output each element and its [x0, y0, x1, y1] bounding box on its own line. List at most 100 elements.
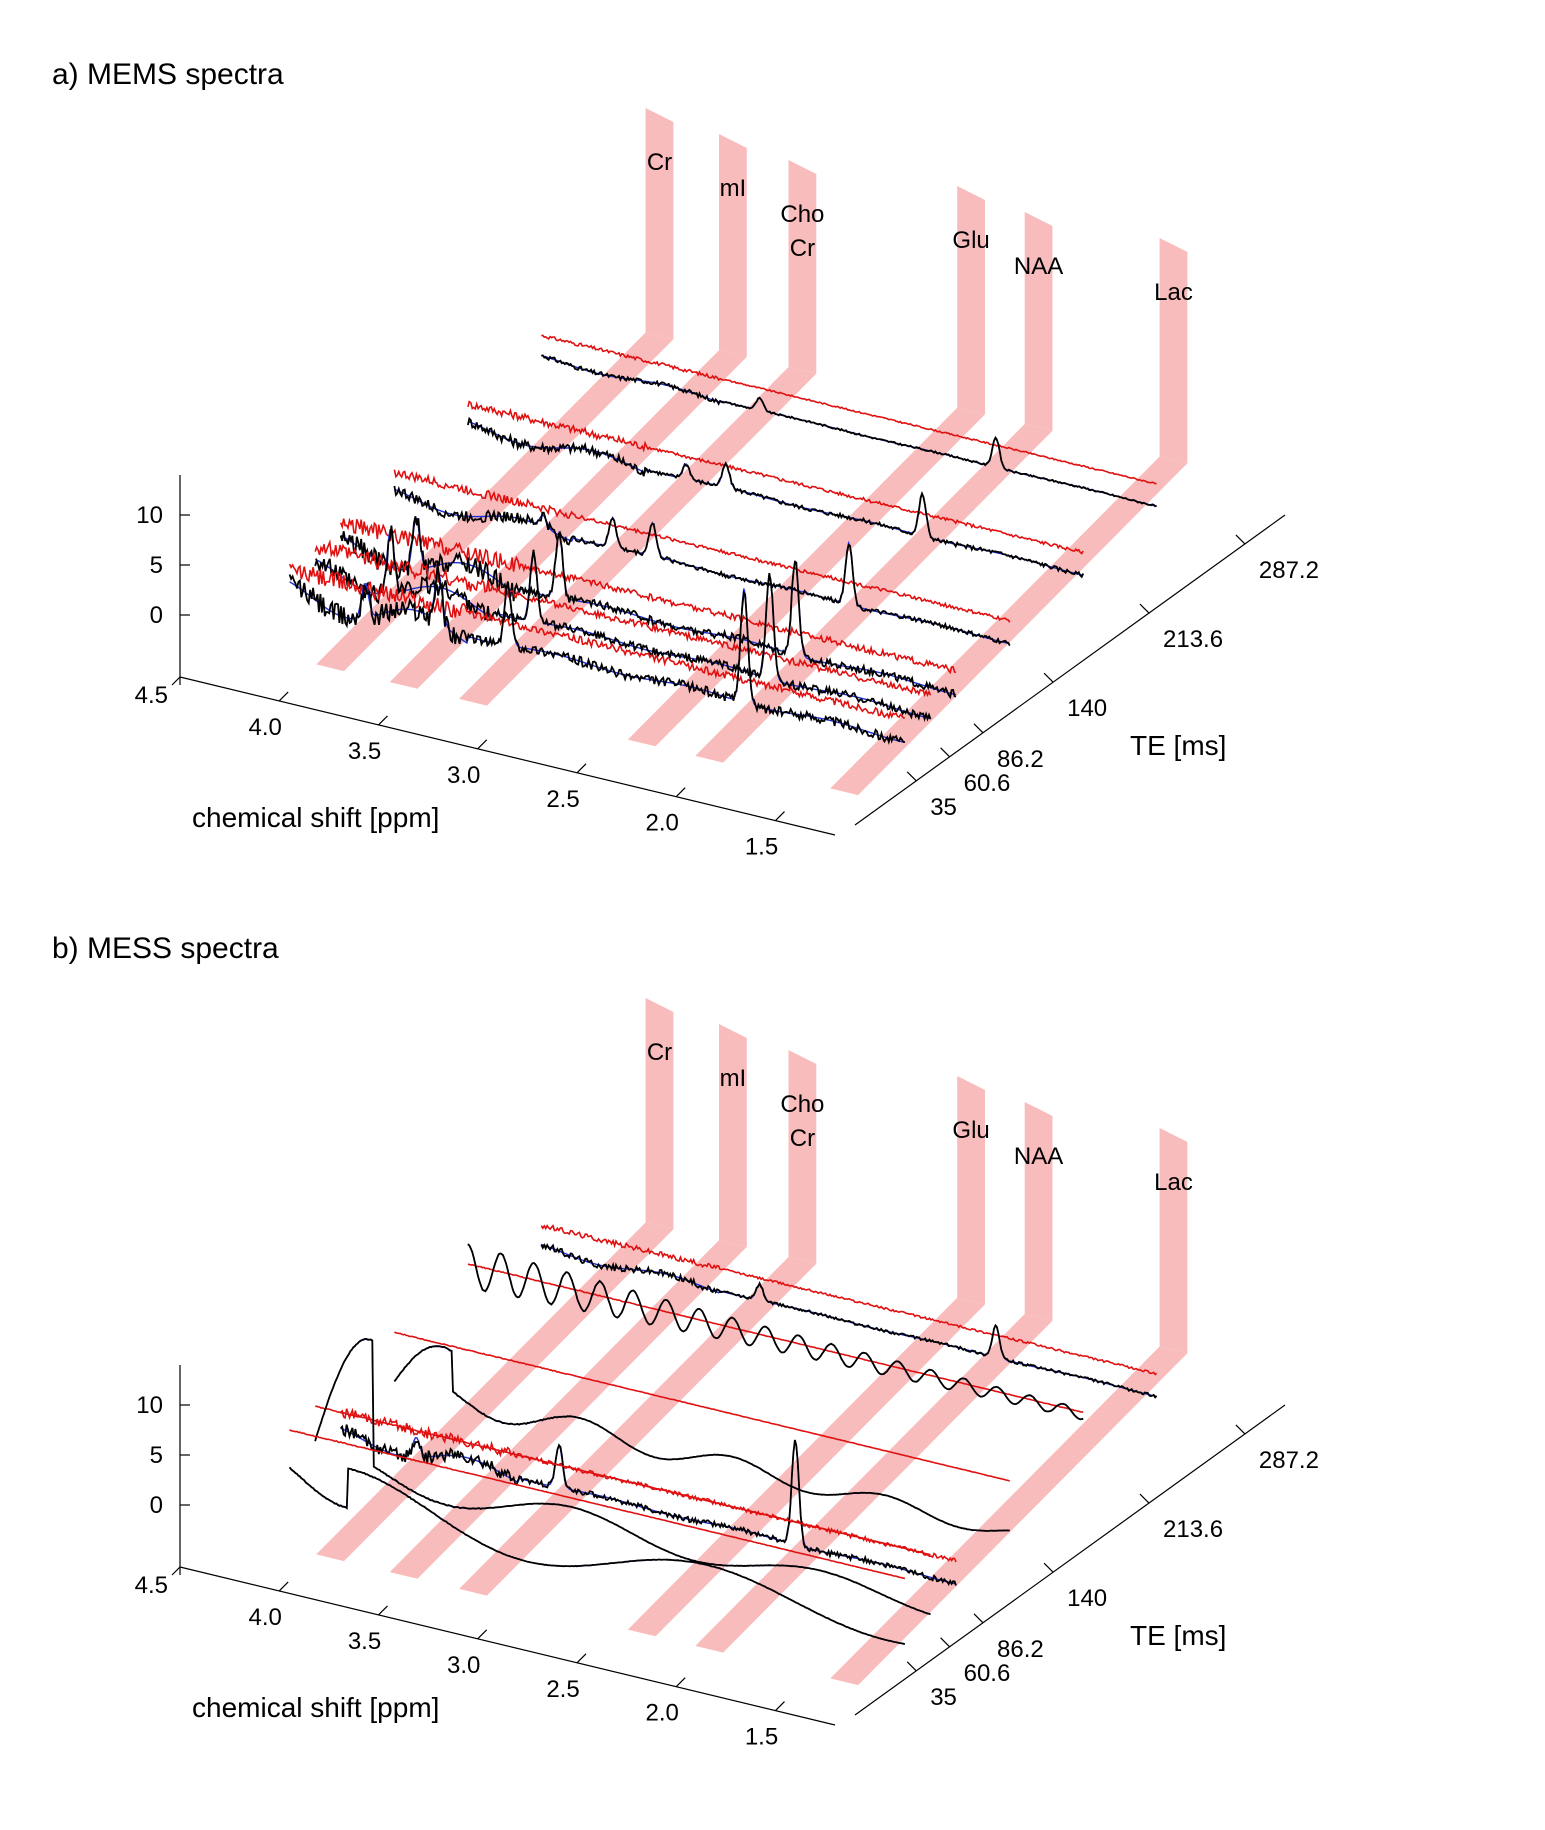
measured-line-te-213.6 [467, 416, 1085, 579]
metabolite-label: Glu [952, 227, 989, 254]
measured-line-te-86.2 [340, 1424, 957, 1586]
x-tick [171, 1566, 181, 1576]
metabolite-band-wall [1024, 1102, 1053, 1321]
metabolite-band-floor [459, 367, 817, 706]
residual-line-te-140 [394, 1331, 1010, 1482]
x-tick-label: 1.5 [745, 1724, 778, 1751]
x-tick [576, 763, 587, 774]
residual-line-te-287.2 [540, 1224, 1158, 1376]
metabolite-band-floor [389, 1240, 747, 1579]
residual-line-te-35 [289, 1429, 906, 1580]
z-tick-label: 0 [150, 602, 163, 629]
x-tick-label: 3.5 [348, 738, 381, 765]
residual-line-te-213.6 [467, 1263, 1084, 1413]
metabolite-label: Cr [790, 235, 815, 262]
measured-line-te-287.2 [540, 1242, 1158, 1399]
metabolite-band-floor [830, 456, 1188, 796]
x-tick-label: 3.0 [447, 762, 480, 789]
chart-a: Cr mI Cho Cr Glu NAA Lac 0 5 10 4.5 4.0 3.5 3.0 2.5 2.0… [135, 108, 1319, 861]
x-axis-label: chemical shift [ppm] [192, 802, 439, 833]
metabolite-label: NAA [1014, 253, 1063, 280]
metabolite-band-wall [957, 1076, 985, 1305]
measured-line-te-35 [288, 563, 905, 746]
metabolite-band-floor [459, 1257, 817, 1596]
metabolite-label: Glu [952, 1117, 989, 1144]
residual-line-te-140 [393, 469, 1011, 623]
te-tick [973, 723, 984, 734]
metabolite-label: Lac [1154, 1169, 1193, 1196]
te-tick-label: 287.2 [1259, 557, 1319, 584]
metabolite-band-wall [1024, 212, 1053, 431]
metabolite-label: Cr [647, 149, 672, 176]
te-tick [1235, 1424, 1246, 1435]
metabolite-band-wall [788, 160, 817, 374]
metabolite-band-wall [1159, 238, 1188, 464]
residual-line-te-86.2 [339, 517, 957, 675]
x-tick-label: 2.0 [646, 810, 679, 837]
te-tick [1139, 603, 1150, 614]
z-tick-label: 0 [150, 1492, 163, 1519]
measured-line-te-140 [393, 485, 1011, 647]
te-tick-label: 86.2 [997, 746, 1044, 773]
te-tick-label: 35 [930, 794, 957, 821]
metabolite-band-wall [645, 108, 674, 340]
te-tick-label: 213.6 [1163, 1516, 1223, 1543]
z-tick-label: 5 [150, 552, 163, 579]
te-tick [973, 1613, 984, 1624]
metabolite-band-wall [788, 1050, 817, 1264]
metabolite-label: mI [720, 175, 747, 202]
te-axis-label: TE [ms] [1130, 730, 1226, 761]
x-tick-label: 4.5 [135, 1572, 168, 1599]
metabolite-label: Cr [790, 1125, 815, 1152]
x-tick [675, 1677, 686, 1688]
metabolite-band-wall [957, 186, 985, 415]
metabolite-band-floor [627, 1297, 985, 1637]
x-axis-label: chemical shift [ppm] [192, 1692, 439, 1723]
residual-line-te-287.2 [541, 334, 1157, 485]
measured-line-te-140 [393, 1345, 1010, 1532]
x-tick [171, 676, 181, 686]
measured-line-te-60.6 [314, 1338, 931, 1616]
chart-b: Cr mI Cho Cr Glu NAA Lac 0 5 10 4.5 4.0 3.5 3.0 2.5 2.0… [135, 998, 1319, 1751]
residual-line-te-213.6 [467, 400, 1084, 555]
x-tick [278, 691, 289, 702]
metabolite-band-wall [645, 998, 674, 1230]
te-tick [940, 1637, 951, 1648]
x-tick-label: 3.5 [348, 1628, 381, 1655]
x-tick [278, 1581, 289, 1592]
metabolite-label: NAA [1014, 1143, 1063, 1170]
x-tick-label: 2.5 [546, 1676, 579, 1703]
x-tick-label: 4.5 [135, 682, 168, 709]
te-tick-label: 140 [1067, 1585, 1107, 1612]
residual-line-te-35 [288, 563, 905, 720]
te-axis [854, 1404, 1286, 1716]
te-axis-label: TE [ms] [1130, 1620, 1226, 1651]
metabolite-label: Cr [647, 1039, 672, 1066]
metabolite-band-wall [1159, 1128, 1188, 1354]
x-tick [775, 1701, 785, 1712]
te-tick [1043, 672, 1054, 683]
x-tick [477, 739, 488, 750]
measured-line-te-86.2 [339, 516, 957, 700]
measured-line-te-213.6 [467, 1243, 1084, 1421]
residual-line-te-60.6 [314, 539, 932, 698]
te-tick-label: 86.2 [997, 1636, 1044, 1663]
metabolite-band-wall [719, 134, 747, 357]
te-tick [1139, 1493, 1150, 1504]
metabolite-label: Lac [1154, 279, 1193, 306]
te-tick [940, 747, 951, 758]
te-tick-label: 60.6 [964, 1660, 1011, 1687]
panel-a-title: a) MEMS spectra [52, 58, 284, 91]
x-tick [378, 715, 388, 726]
x-tick-label: 4.0 [249, 714, 282, 741]
residual-line-te-60.6 [315, 1405, 931, 1556]
z-tick-label: 5 [150, 1442, 163, 1469]
measured-line-te-287.2 [541, 354, 1157, 508]
x-axis [179, 1566, 836, 1726]
x-tick [675, 787, 686, 798]
metabolite-band-floor [695, 424, 1053, 763]
metabolite-band-floor [695, 1314, 1053, 1653]
measured-line-te-60.6 [314, 525, 932, 723]
te-tick [1043, 1562, 1054, 1573]
x-tick-label: 2.5 [546, 786, 579, 813]
